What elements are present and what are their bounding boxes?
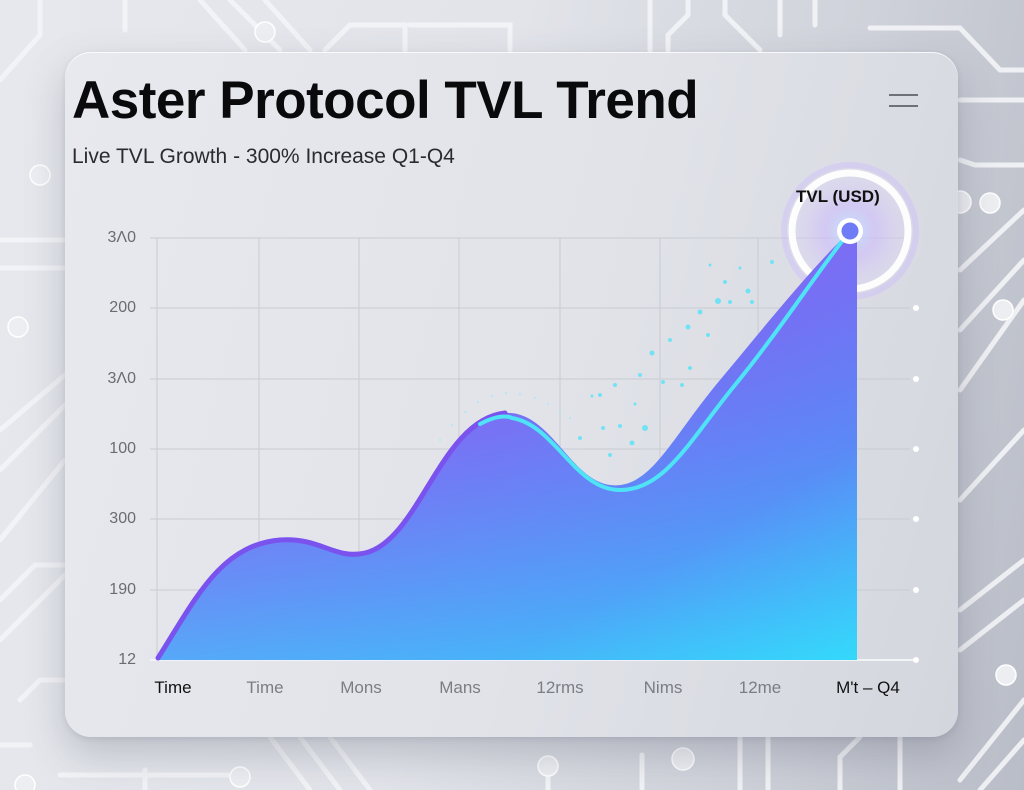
x-tick-label: Nims	[643, 678, 683, 697]
x-tick-label: Time	[154, 678, 192, 697]
chart-title: Aster Protocol TVL Trend	[72, 71, 699, 130]
menu-line	[889, 94, 918, 96]
y-tick-label: 200	[109, 299, 136, 316]
y-tick-label: 3Λ0	[107, 370, 136, 387]
y-tick-label: 12	[118, 651, 136, 668]
y-tick-label: 190	[109, 581, 136, 598]
sparkle-particles	[578, 260, 774, 457]
tvl-line	[478, 229, 852, 493]
x-tick-label: M't – Q4	[836, 678, 900, 697]
chart-subtitle: Live TVL Growth - 300% Increase Q1-Q4	[72, 145, 455, 168]
x-tick-label: 12rms	[536, 678, 584, 697]
y-tick-label: 3Λ0	[107, 229, 136, 246]
hamburger-menu-icon[interactable]	[884, 88, 920, 114]
x-tick-label: Time	[246, 678, 284, 697]
y-tick-label: 300	[109, 510, 136, 527]
right-axis-dots	[913, 305, 919, 663]
x-tick-label: Mons	[340, 678, 382, 697]
menu-line	[889, 105, 918, 107]
y-tick-label: 100	[109, 440, 136, 457]
x-tick-label: 12me	[738, 678, 782, 697]
x-tick-label: Mans	[439, 678, 481, 697]
series-label: TVL (USD)	[796, 187, 880, 206]
